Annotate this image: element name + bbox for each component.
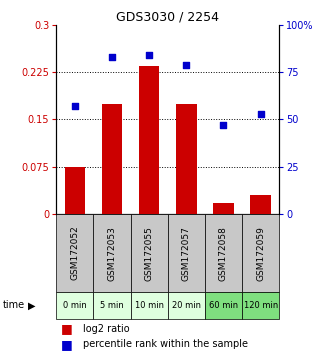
Bar: [131, 292, 168, 319]
Text: GSM172052: GSM172052: [70, 226, 79, 280]
Text: ▶: ▶: [28, 300, 36, 310]
Text: 20 min: 20 min: [172, 301, 201, 310]
Bar: [242, 214, 279, 292]
Bar: [56, 214, 93, 292]
Bar: [250, 195, 271, 214]
Bar: [205, 214, 242, 292]
Text: GSM172059: GSM172059: [256, 225, 265, 281]
Point: [258, 111, 263, 116]
Bar: [205, 292, 242, 319]
Bar: [176, 104, 196, 214]
Point: [109, 54, 115, 60]
Text: GSM172053: GSM172053: [108, 225, 117, 281]
Title: GDS3030 / 2254: GDS3030 / 2254: [116, 11, 219, 24]
Bar: [102, 104, 122, 214]
Bar: [139, 66, 159, 214]
Text: 60 min: 60 min: [209, 301, 238, 310]
Text: ■: ■: [61, 322, 73, 335]
Text: 10 min: 10 min: [134, 301, 164, 310]
Bar: [242, 292, 279, 319]
Text: ■: ■: [61, 338, 73, 350]
Bar: [168, 292, 205, 319]
Bar: [131, 214, 168, 292]
Bar: [168, 214, 205, 292]
Point: [147, 52, 152, 58]
Text: 0 min: 0 min: [63, 301, 87, 310]
Bar: [93, 214, 131, 292]
Text: 120 min: 120 min: [244, 301, 278, 310]
Text: GSM172055: GSM172055: [145, 225, 154, 281]
Text: log2 ratio: log2 ratio: [83, 324, 130, 333]
Point: [221, 122, 226, 128]
Bar: [56, 292, 93, 319]
Text: GSM172057: GSM172057: [182, 225, 191, 281]
Bar: [93, 292, 131, 319]
Text: percentile rank within the sample: percentile rank within the sample: [83, 339, 248, 349]
Point: [184, 62, 189, 67]
Text: time: time: [3, 300, 25, 310]
Text: 5 min: 5 min: [100, 301, 124, 310]
Bar: [213, 203, 234, 214]
Point: [72, 103, 77, 109]
Text: GSM172058: GSM172058: [219, 225, 228, 281]
Bar: [65, 167, 85, 214]
